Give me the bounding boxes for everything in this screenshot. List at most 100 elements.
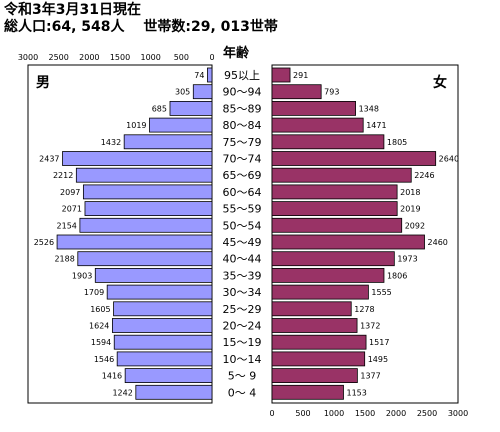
male-value-label: 1019 — [126, 121, 146, 130]
age-group-label: 95以上 — [224, 69, 260, 82]
male-bar — [124, 368, 213, 384]
male-value-label: 2071 — [62, 205, 82, 214]
female-bar — [271, 318, 358, 333]
age-group-label: 20〜24 — [223, 320, 262, 333]
male-bar — [75, 167, 213, 183]
female-value-label: 1806 — [387, 271, 407, 280]
female-bar — [271, 151, 437, 166]
female-bar — [271, 184, 398, 200]
header: 令和3年3月31日現在 総人口:64, 548人 世帯数:29, 013世帯 — [4, 2, 278, 36]
female-value-label: 1517 — [369, 338, 389, 347]
male-value-label: 1546 — [94, 355, 114, 364]
age-group-label: 30〜34 — [223, 286, 262, 299]
age-group-label: 90〜94 — [223, 86, 262, 99]
male-bar — [77, 251, 213, 267]
female-bar — [271, 101, 356, 116]
male-bar — [62, 151, 213, 166]
male-value-label: 1432 — [101, 138, 121, 147]
age-group-label: 85〜89 — [223, 102, 262, 115]
male-bar — [116, 351, 213, 367]
female-bar — [271, 384, 344, 400]
female-bar — [271, 84, 322, 100]
age-group-label: 35〜39 — [223, 269, 262, 282]
male-value-label: 2188 — [54, 255, 74, 264]
female-axis-ticks: 0 500 1000 1500 2000 2500 3000 — [269, 409, 468, 418]
male-value-label: 2154 — [57, 221, 77, 230]
male-tick-label: 500 — [174, 53, 189, 62]
female-value-label: 1372 — [360, 322, 380, 331]
female-value-label: 1495 — [368, 355, 388, 364]
age-group-label: 10〜14 — [223, 353, 262, 366]
male-value-label: 1242 — [112, 388, 132, 397]
female-tick-label: 2500 — [417, 409, 437, 418]
age-group-label: 40〜44 — [223, 253, 262, 266]
female-tick-label: 0 — [269, 409, 274, 418]
male-bar — [169, 101, 213, 116]
bars: 74 291 95以上 305 793 90〜94 685 1348 85〜89 1019 1471… — [34, 67, 459, 400]
age-group-label: 65〜69 — [223, 169, 262, 182]
female-bar — [271, 251, 395, 267]
female-value-label: 1973 — [397, 255, 417, 264]
male-value-label: 2437 — [39, 155, 59, 164]
male-bar — [149, 117, 213, 133]
female-bar — [271, 351, 366, 367]
age-group-label: 25〜29 — [223, 303, 262, 316]
female-tick-label: 2000 — [386, 409, 406, 418]
female-value-label: 2460 — [428, 238, 448, 247]
male-value-label: 2212 — [53, 171, 73, 180]
female-bar — [271, 267, 385, 283]
female-bar — [271, 301, 352, 317]
age-group-label: 75〜79 — [223, 136, 262, 149]
female-value-label: 2018 — [400, 188, 420, 197]
age-group-label: 45〜49 — [223, 236, 262, 249]
male-label: 男 — [36, 75, 50, 91]
female-tick-label: 3000 — [448, 409, 468, 418]
female-tick-label: 500 — [295, 409, 310, 418]
male-value-label: 1903 — [72, 271, 92, 280]
female-value-label: 2019 — [400, 205, 420, 214]
male-bar — [56, 234, 213, 250]
age-group-label: 60〜64 — [223, 186, 262, 199]
female-value-label: 1278 — [354, 305, 374, 314]
male-tick-label: 2500 — [48, 53, 68, 62]
female-bar — [271, 368, 358, 384]
female-value-label: 2640 — [439, 155, 459, 164]
date-line: 令和3年3月31日現在 — [4, 2, 141, 18]
female-bar — [271, 134, 385, 150]
female-bar — [271, 284, 369, 300]
female-value-label: 1471 — [366, 121, 386, 130]
male-value-label: 1624 — [89, 322, 109, 331]
female-bar — [271, 201, 398, 217]
female-label: 女 — [433, 74, 447, 91]
female-bar — [271, 234, 425, 250]
male-tick-label: 3000 — [18, 53, 38, 62]
age-group-label: 0〜 4 — [228, 386, 257, 399]
male-value-label: 1709 — [84, 288, 104, 297]
male-bar — [113, 334, 213, 350]
male-bar — [84, 201, 213, 217]
age-group-label: 15〜19 — [223, 336, 262, 349]
male-tick-label: 1000 — [140, 53, 160, 62]
male-value-label: 2526 — [34, 238, 54, 247]
female-value-label: 1555 — [371, 288, 391, 297]
male-tick-label: 0 — [209, 53, 214, 62]
age-group-label: 55〜59 — [223, 203, 262, 216]
female-bar — [271, 67, 291, 83]
male-bar — [123, 134, 213, 150]
male-bar — [113, 301, 213, 317]
female-bar — [271, 167, 412, 183]
male-axis-ticks: 3000 2500 2000 1500 1000 500 0 — [18, 53, 215, 62]
female-value-label: 2092 — [405, 221, 425, 230]
male-bar — [82, 184, 213, 200]
male-tick-label: 1500 — [110, 53, 130, 62]
age-group-label: 5〜 9 — [228, 370, 257, 383]
female-value-label: 2246 — [414, 171, 434, 180]
male-value-label: 74 — [194, 71, 204, 80]
age-group-label: 50〜54 — [223, 219, 262, 232]
male-value-label: 2097 — [60, 188, 80, 197]
male-bar — [106, 284, 213, 300]
male-value-label: 1416 — [102, 372, 122, 381]
male-value-label: 685 — [152, 104, 167, 113]
female-value-label: 1348 — [359, 104, 379, 113]
male-bar — [94, 267, 213, 283]
